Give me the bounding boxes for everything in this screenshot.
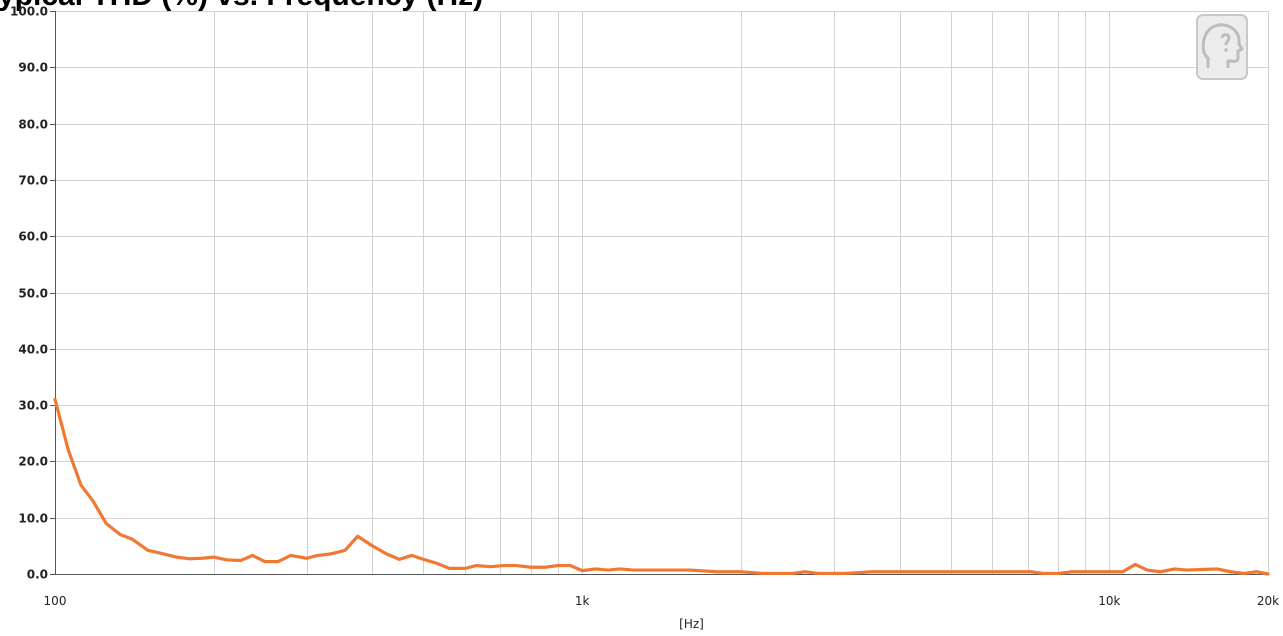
y-tick-label: 70.0 (18, 174, 48, 188)
head-profile-icon (1196, 14, 1248, 80)
x-tick-label: 20k (1257, 594, 1279, 608)
thd-series-line (53, 397, 1270, 576)
y-tick-label: 80.0 (18, 118, 48, 132)
x-tick-label: 10k (1098, 594, 1120, 608)
y-tick-label: 10.0 (18, 512, 48, 526)
y-tick-label: 20.0 (18, 455, 48, 469)
y-tick-label: 0.0 (27, 568, 48, 582)
y-tick-label: 60.0 (18, 230, 48, 244)
x-tick-label: 100 (44, 594, 67, 608)
y-tick-label: 90.0 (18, 61, 48, 75)
y-tick-label: 100.0 (10, 5, 48, 19)
chart-title: ypical THD (%) vs. Frequency (Hz) (0, 0, 483, 11)
y-tick-label: 30.0 (18, 399, 48, 413)
y-tick-label: 40.0 (18, 343, 48, 357)
x-axis-label: [Hz] (679, 617, 704, 631)
x-tick-label: 1k (575, 594, 590, 608)
y-tick-label: 50.0 (18, 287, 48, 301)
